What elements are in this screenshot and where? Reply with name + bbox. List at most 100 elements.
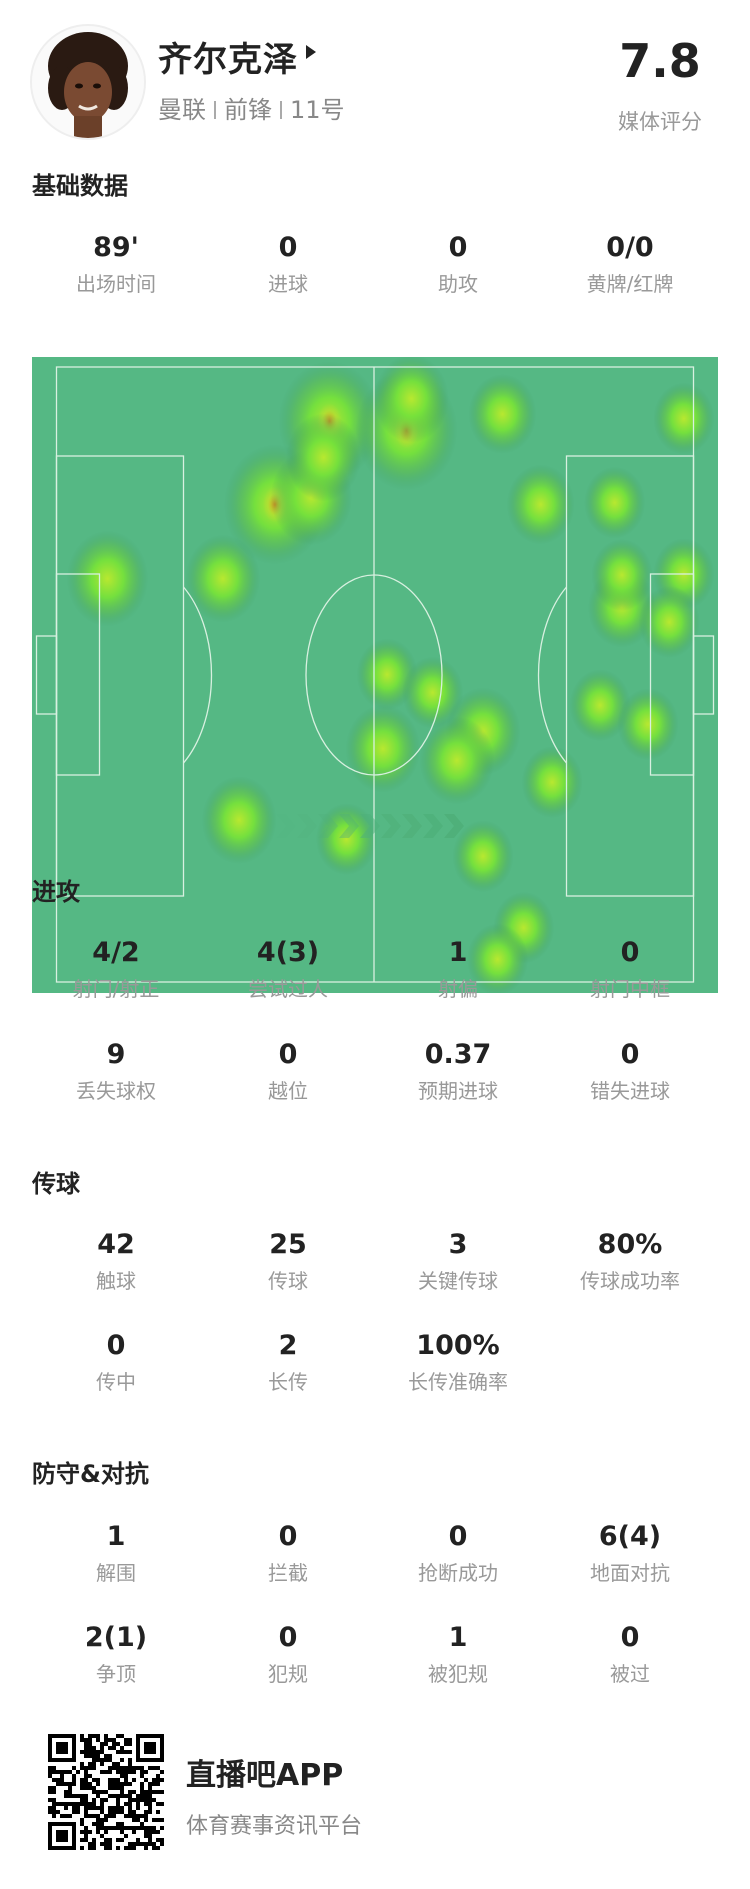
stat-value: 0 <box>448 1521 468 1552</box>
team-name[interactable]: 曼联 <box>158 96 206 124</box>
stat-label: 出场时间 <box>76 272 156 296</box>
stat-value: 4(3) <box>256 937 320 968</box>
heat-zone <box>591 539 653 612</box>
stat-value: 0 <box>278 1521 298 1552</box>
stat-label: 传球 <box>268 1269 308 1293</box>
heat-zone <box>506 464 575 545</box>
player-name[interactable]: 齐尔克泽 <box>158 40 298 80</box>
heat-zone <box>584 466 646 539</box>
stat-label: 进球 <box>268 272 308 296</box>
stat-label: 传中 <box>96 1370 136 1394</box>
stat-value: 1 <box>448 937 468 968</box>
play-arrow-icon[interactable] <box>306 45 316 59</box>
stat-item: 4(3) 尝试过人 <box>202 937 374 1003</box>
heat-zone <box>374 357 449 443</box>
stat-label: 传球成功率 <box>580 1269 680 1293</box>
divider <box>214 101 216 119</box>
stat-label: 关键传球 <box>418 1269 498 1293</box>
section-title-basic: 基础数据 <box>32 172 128 200</box>
chevron-right-icon <box>423 814 443 838</box>
section-title-defense: 防守&对抗 <box>32 1460 149 1488</box>
stat-item: 0.37 预期进球 <box>372 1039 544 1105</box>
position: 前锋 <box>224 96 272 124</box>
heat-zone <box>402 656 464 729</box>
stat-label: 预期进球 <box>418 1079 498 1103</box>
right-goal <box>692 635 715 715</box>
stat-item: 4/2 射门/射正 <box>30 937 202 1003</box>
stat-item: 100% 长传准确率 <box>372 1330 544 1396</box>
stat-label: 射偏 <box>438 977 478 1001</box>
chevron-right-icon <box>297 814 317 838</box>
chevron-right-icon <box>339 814 359 838</box>
heat-zone <box>452 820 514 893</box>
stat-value: 89' <box>93 232 139 263</box>
chevron-right-icon <box>402 814 422 838</box>
stat-label: 被过 <box>610 1662 650 1686</box>
player-avatar <box>30 24 146 140</box>
left-penalty-arc <box>183 586 213 764</box>
stat-label: 黄牌/红牌 <box>586 272 674 296</box>
heat-zone <box>201 776 277 865</box>
stat-item: 1 被犯规 <box>372 1622 544 1688</box>
stat-label: 长传 <box>268 1370 308 1394</box>
center-circle <box>305 574 443 776</box>
stat-label: 长传准确率 <box>408 1370 508 1394</box>
stat-value: 2(1) <box>84 1622 148 1653</box>
media-rating-label: 媒体评分 <box>618 110 702 134</box>
stat-item: 6(4) 地面对抗 <box>544 1521 716 1587</box>
heat-zone <box>653 382 715 455</box>
heat-zone <box>345 704 421 793</box>
stat-value: 3 <box>448 1229 468 1260</box>
stat-item: 1 解围 <box>30 1521 202 1587</box>
app-tagline: 体育赛事资讯平台 <box>186 1814 363 1839</box>
section-title-passing: 传球 <box>32 1170 80 1198</box>
heat-zone <box>617 688 679 761</box>
stat-label: 越位 <box>268 1079 308 1103</box>
stat-value: 1 <box>106 1521 126 1552</box>
chevron-right-icon <box>360 814 380 838</box>
app-name: 直播吧APP <box>186 1758 344 1793</box>
stat-label: 拦截 <box>268 1561 308 1585</box>
stat-label: 助攻 <box>438 272 478 296</box>
stat-value: 0 <box>620 1039 640 1070</box>
heat-zone <box>315 803 378 876</box>
stat-value: 0 <box>448 232 468 263</box>
stat-value: 0 <box>278 1622 298 1653</box>
attack-direction-arrows-icon <box>276 814 464 838</box>
stat-value: 25 <box>269 1229 307 1260</box>
stat-item: 9 丢失球权 <box>30 1039 202 1105</box>
stat-item: 80% 传球成功率 <box>544 1229 716 1295</box>
stat-label: 触球 <box>96 1269 136 1293</box>
stat-item: 0 射门中框 <box>544 937 716 1003</box>
qr-code <box>48 1734 164 1850</box>
stat-item: 0 传中 <box>30 1330 202 1396</box>
stat-item: 2 长传 <box>202 1330 374 1396</box>
stat-item: 0 进球 <box>202 232 374 298</box>
stat-value: 0 <box>106 1330 126 1361</box>
stat-value: 2 <box>278 1330 298 1361</box>
stat-label: 射门/射正 <box>72 977 160 1001</box>
heat-zones <box>66 357 715 993</box>
heat-zone <box>286 413 361 502</box>
stat-label: 争顶 <box>96 1662 136 1686</box>
player-meta: 曼联 前锋 11号 <box>158 90 345 125</box>
stat-value: 80% <box>597 1229 663 1260</box>
right-penalty-arc <box>537 586 567 764</box>
heat-zone <box>185 534 261 623</box>
stat-item: 0 抢断成功 <box>372 1521 544 1587</box>
stat-value: 0 <box>278 232 298 263</box>
stat-item: 0/0 黄牌/红牌 <box>544 232 716 298</box>
stat-value: 0 <box>278 1039 298 1070</box>
stat-value: 0.37 <box>424 1039 492 1070</box>
heat-zone <box>521 746 583 819</box>
stat-item: 0 助攻 <box>372 232 544 298</box>
heat-zone <box>638 586 700 659</box>
stat-item: 89' 出场时间 <box>30 232 202 298</box>
pitch-lines <box>35 366 715 983</box>
stat-item: 0 被过 <box>544 1622 716 1688</box>
divider <box>280 101 282 119</box>
stat-item: 0 犯规 <box>202 1622 374 1688</box>
stat-item: 2(1) 争顶 <box>30 1622 202 1688</box>
stat-item: 25 传球 <box>202 1229 374 1295</box>
stat-label: 解围 <box>96 1561 136 1585</box>
